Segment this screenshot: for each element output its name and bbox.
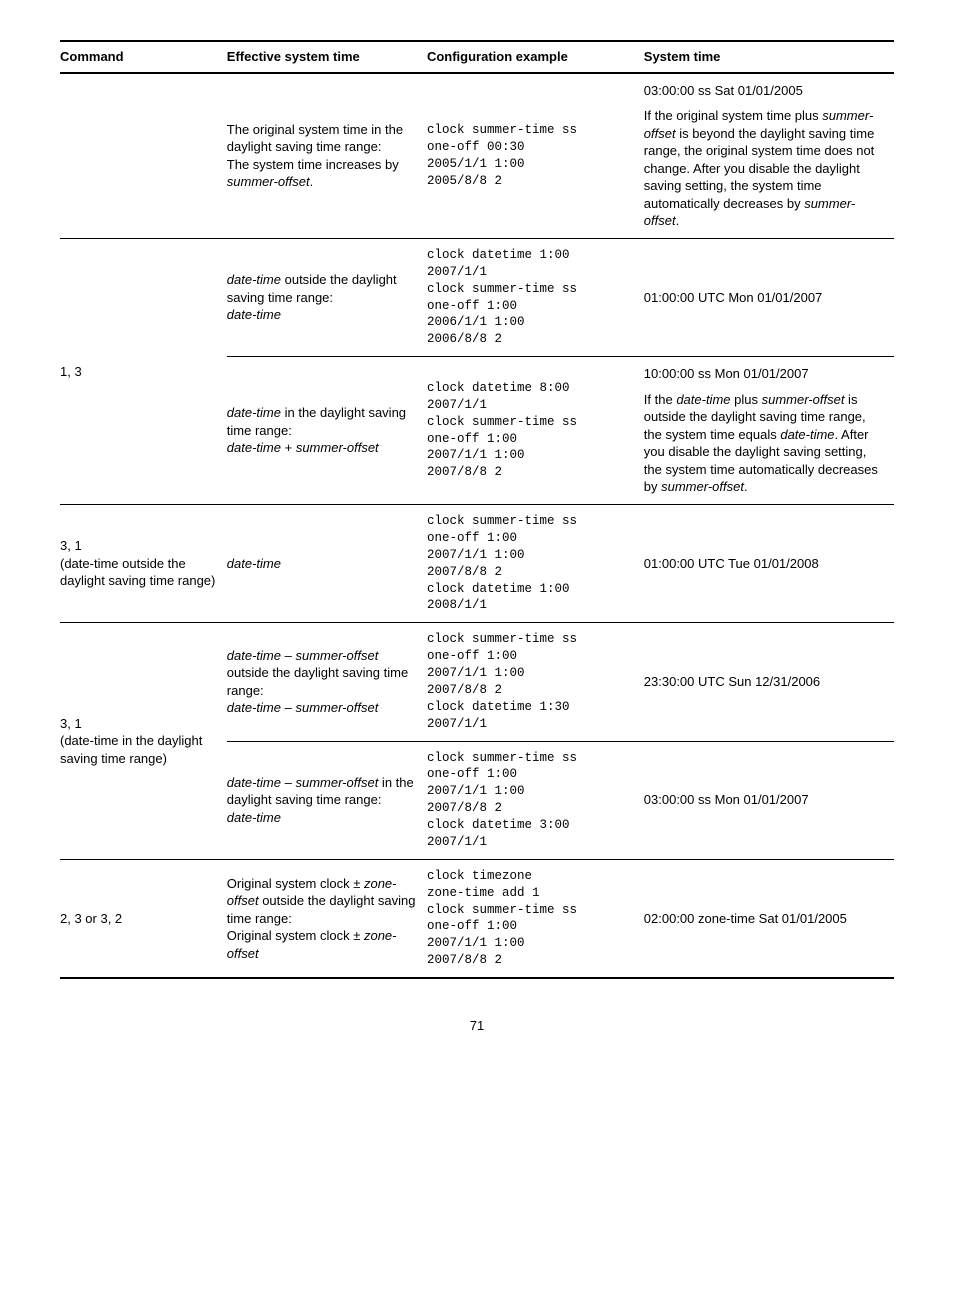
text: Original system clock ± zone-offset	[227, 927, 419, 962]
text: date-time – summer-offset in the dayligh…	[227, 774, 419, 809]
text: date-time	[227, 809, 419, 827]
system-time-table: Command Effective system time Configurat…	[60, 40, 894, 979]
cell-system: 03:00:00 ss Sat 01/01/2005 If the origin…	[644, 73, 894, 239]
cell-config: clock datetime 1:00 2007/1/1 clock summe…	[427, 238, 644, 356]
cell-config: clock timezone zone-time add 1 clock sum…	[427, 859, 644, 978]
cell-command: 1, 3	[60, 238, 227, 504]
text: 3, 1	[60, 715, 219, 733]
cell-effective: date-time in the daylight saving time ra…	[227, 357, 427, 505]
cell-effective: Original system clock ± zone-offset outs…	[227, 859, 427, 978]
text: If the date-time plus summer-offset is o…	[644, 391, 886, 496]
header-system: System time	[644, 41, 894, 73]
code: clock summer-time ss one-off 00:30 2005/…	[427, 122, 636, 190]
text: date-time – summer-offset	[227, 699, 419, 717]
text: date-time – summer-offset outside the da…	[227, 647, 419, 700]
cell-command: 2, 3 or 3, 2	[60, 859, 227, 978]
cell-effective: date-time outside the daylight saving ti…	[227, 238, 427, 356]
text: date-time in the daylight saving time ra…	[227, 404, 419, 439]
cell-system: 02:00:00 zone-time Sat 01/01/2005	[644, 859, 894, 978]
cell-effective: date-time	[227, 505, 427, 623]
cell-command	[60, 73, 227, 239]
code: clock summer-time ss one-off 1:00 2007/1…	[427, 631, 636, 732]
cell-system: 01:00:00 UTC Tue 01/01/2008	[644, 505, 894, 623]
text: The original system time in the daylight…	[227, 121, 419, 156]
code: clock datetime 1:00 2007/1/1 clock summe…	[427, 247, 636, 348]
cell-effective: date-time – summer-offset in the dayligh…	[227, 741, 427, 859]
code: clock summer-time ss one-off 1:00 2007/1…	[427, 750, 636, 851]
cell-effective: The original system time in the daylight…	[227, 73, 427, 239]
cell-config: clock summer-time ss one-off 1:00 2007/1…	[427, 741, 644, 859]
cell-config: clock summer-time ss one-off 1:00 2007/1…	[427, 623, 644, 741]
header-config: Configuration example	[427, 41, 644, 73]
cell-config: clock summer-time ss one-off 00:30 2005/…	[427, 73, 644, 239]
text: 03:00:00 ss Sat 01/01/2005	[644, 82, 886, 100]
text: date-time	[227, 556, 281, 571]
text: (date-time in the daylight saving time r…	[60, 732, 219, 767]
page-number: 71	[60, 1017, 894, 1035]
code: clock timezone zone-time add 1 clock sum…	[427, 868, 636, 969]
cell-system: 01:00:00 UTC Mon 01/01/2007	[644, 238, 894, 356]
cell-effective: date-time – summer-offset outside the da…	[227, 623, 427, 741]
text: date-time + summer-offset	[227, 439, 419, 457]
header-effective: Effective system time	[227, 41, 427, 73]
text: (date-time outside the daylight saving t…	[60, 555, 219, 590]
cell-system: 10:00:00 ss Mon 01/01/2007 If the date-t…	[644, 357, 894, 505]
text: The system time increases by summer-offs…	[227, 156, 419, 191]
text: 3, 1	[60, 537, 219, 555]
code: clock summer-time ss one-off 1:00 2007/1…	[427, 513, 636, 614]
text: Original system clock ± zone-offset outs…	[227, 875, 419, 928]
header-command: Command	[60, 41, 227, 73]
text: date-time	[227, 306, 419, 324]
cell-config: clock summer-time ss one-off 1:00 2007/1…	[427, 505, 644, 623]
text: date-time outside the daylight saving ti…	[227, 271, 419, 306]
text: 10:00:00 ss Mon 01/01/2007	[644, 365, 886, 383]
code: clock datetime 8:00 2007/1/1 clock summe…	[427, 380, 636, 481]
cell-config: clock datetime 8:00 2007/1/1 clock summe…	[427, 357, 644, 505]
cell-command: 3, 1 (date-time in the daylight saving t…	[60, 623, 227, 860]
cell-command: 3, 1 (date-time outside the daylight sav…	[60, 505, 227, 623]
text: If the original system time plus summer-…	[644, 107, 886, 230]
cell-system: 03:00:00 ss Mon 01/01/2007	[644, 741, 894, 859]
cell-system: 23:30:00 UTC Sun 12/31/2006	[644, 623, 894, 741]
